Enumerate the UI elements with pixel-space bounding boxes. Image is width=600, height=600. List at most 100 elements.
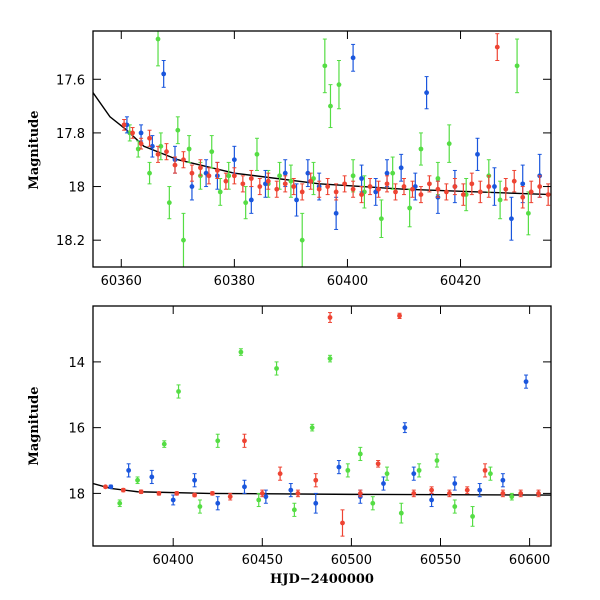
- marker: [170, 497, 176, 503]
- marker: [537, 184, 543, 189]
- marker: [299, 189, 305, 195]
- marker: [509, 494, 515, 500]
- marker: [488, 471, 493, 477]
- data-point: [313, 492, 319, 514]
- marker: [390, 170, 396, 176]
- marker: [429, 487, 434, 493]
- marker: [416, 467, 422, 473]
- marker: [164, 149, 169, 155]
- data-point: [263, 169, 268, 198]
- data-point: [108, 484, 114, 490]
- data-point: [477, 180, 483, 204]
- marker: [126, 467, 132, 473]
- data-point: [242, 479, 247, 494]
- data-point: [156, 490, 162, 496]
- data-point: [254, 137, 260, 171]
- data-point: [434, 453, 440, 468]
- data-point: [274, 180, 280, 198]
- data-point: [311, 161, 316, 196]
- marker: [263, 494, 269, 500]
- marker: [242, 438, 247, 444]
- data-point: [452, 178, 458, 196]
- data-point: [367, 178, 373, 196]
- data-point: [305, 159, 311, 188]
- marker: [291, 507, 297, 513]
- marker: [460, 192, 466, 197]
- marker: [381, 481, 386, 486]
- data-point: [147, 161, 152, 185]
- data-point: [500, 489, 506, 498]
- marker: [149, 474, 155, 480]
- data-point: [265, 172, 271, 190]
- data-point: [158, 132, 164, 161]
- data-point: [181, 151, 186, 169]
- marker: [464, 487, 470, 493]
- marker: [342, 181, 348, 187]
- marker: [397, 313, 402, 319]
- marker: [259, 490, 265, 496]
- marker: [528, 189, 534, 195]
- data-point: [308, 172, 314, 190]
- marker: [305, 170, 311, 176]
- marker: [407, 205, 413, 211]
- data-point: [381, 476, 386, 491]
- marker: [147, 170, 152, 176]
- marker: [231, 173, 237, 179]
- marker: [274, 186, 280, 192]
- marker: [359, 176, 364, 181]
- y-tick-label: 17.6: [56, 73, 85, 88]
- marker: [161, 441, 167, 447]
- data-point: [172, 156, 178, 174]
- marker: [215, 500, 221, 506]
- data-point: [528, 180, 534, 204]
- data-point: [121, 119, 127, 131]
- data-point: [500, 473, 506, 488]
- marker: [446, 141, 452, 147]
- bottom-plot-frame: [92, 305, 552, 547]
- data-point: [537, 175, 543, 198]
- data-point: [155, 145, 161, 163]
- data-point: [470, 506, 475, 527]
- top-y-axis-label: Magnitude: [27, 110, 42, 189]
- y-tick-label: 17.8: [56, 127, 85, 142]
- data-point: [299, 212, 305, 267]
- marker: [226, 173, 232, 179]
- marker: [282, 170, 288, 176]
- data-point: [282, 175, 288, 193]
- marker: [155, 151, 161, 157]
- marker: [357, 451, 363, 457]
- data-point: [217, 178, 223, 206]
- data-point: [103, 484, 108, 490]
- marker: [288, 178, 294, 184]
- data-point: [469, 172, 475, 196]
- marker: [189, 170, 195, 176]
- data-point: [509, 492, 515, 501]
- data-point: [514, 38, 520, 94]
- marker: [166, 200, 172, 206]
- data-point: [295, 489, 301, 498]
- marker: [447, 490, 452, 496]
- marker: [327, 356, 333, 362]
- data-point: [277, 161, 282, 190]
- bottom-light-curve-panel: 60400 60450 60500 60550 60600 14 16 18 Magnitud…: [27, 305, 552, 587]
- marker: [248, 197, 254, 203]
- data-point: [373, 178, 379, 206]
- data-point: [240, 175, 246, 193]
- marker: [367, 184, 373, 189]
- data-point: [536, 489, 541, 498]
- data-point: [378, 199, 384, 238]
- data-point: [357, 489, 363, 498]
- marker: [217, 189, 223, 195]
- marker: [242, 484, 247, 490]
- data-point: [401, 178, 407, 196]
- marker: [328, 103, 333, 109]
- data-point: [340, 509, 345, 537]
- marker: [545, 192, 551, 197]
- marker: [176, 389, 181, 394]
- marker: [108, 484, 114, 490]
- marker: [469, 181, 475, 187]
- data-point: [325, 178, 331, 196]
- marker: [223, 178, 229, 184]
- marker: [322, 63, 328, 69]
- data-point: [117, 499, 123, 508]
